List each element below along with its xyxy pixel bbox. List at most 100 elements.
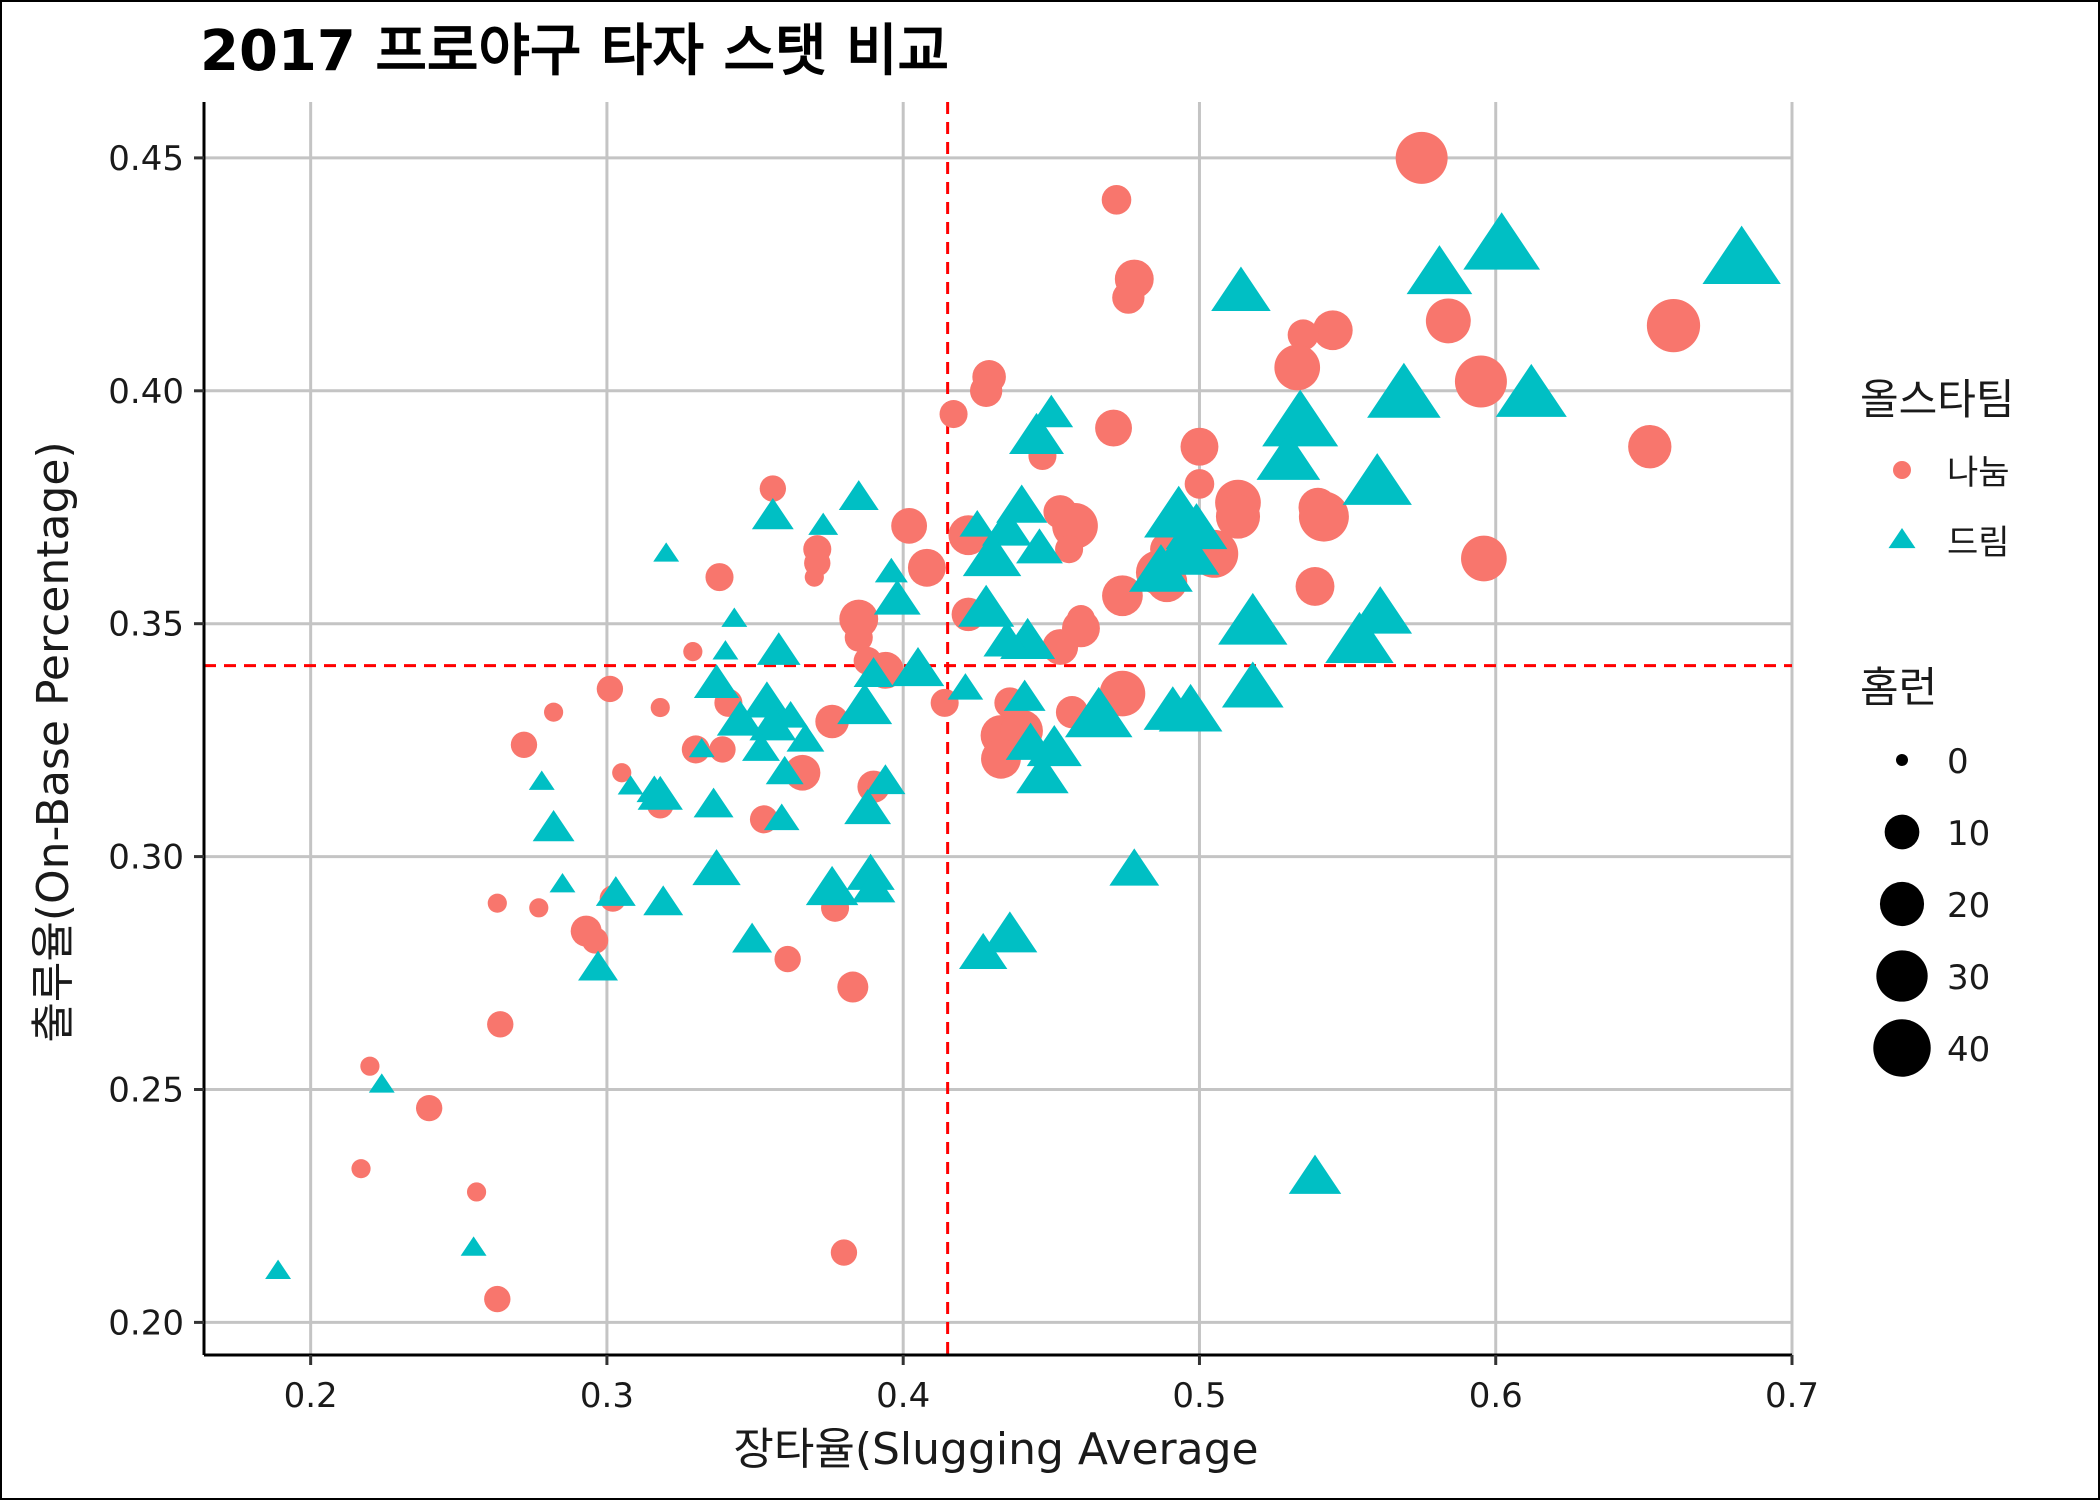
y-tick-label: 0.45 [108,139,184,179]
data-point-triangle [549,873,576,893]
data-point-triangle [846,853,895,890]
data-point-circle [705,563,734,592]
data-point-triangle [1016,754,1069,794]
data-point-circle [1112,281,1145,314]
data-point-circle [1461,535,1507,582]
data-point-circle [1295,566,1335,606]
data-point-circle [360,1056,380,1076]
data-point-triangle [637,775,683,810]
data-point-circle [1215,494,1261,539]
data-point-triangle [1016,528,1063,564]
data-point-triangle [982,911,1038,953]
data-point-triangle [1149,523,1220,575]
data-point-circle [487,893,507,913]
y-tick-label: 0.20 [108,1303,184,1343]
data-points [265,131,1781,1313]
size-legend-label: 40 [1947,1030,1990,1070]
data-point-triangle [844,789,892,825]
data-point-triangle [1026,725,1082,767]
reference-lines [204,102,1792,1355]
data-point-triangle [958,584,1015,627]
data-point-circle [1101,185,1132,215]
data-point-circle [544,702,564,722]
data-point-circle [529,898,549,918]
data-point-circle [1180,427,1219,466]
data-point-triangle [947,673,984,700]
data-point-triangle [983,621,1031,657]
size-legend-label: 20 [1947,886,1990,926]
data-point-triangle [1218,592,1288,645]
data-point-circle [596,675,624,703]
data-point-triangle [1367,362,1441,418]
data-point-triangle [751,497,794,530]
data-point-circle [1454,355,1507,408]
data-point-circle [1312,310,1353,351]
color-legend-label: 나눔 [1947,453,2010,493]
data-point-triangle [712,640,739,660]
data-point-circle [484,1285,511,1313]
data-point-circle [1628,425,1672,469]
legend-key-triangle [1888,528,1916,549]
y-axis-title: 출루율(On-Base Percentage) [28,441,79,1042]
data-point-triangle [1406,245,1473,295]
data-point-triangle [1325,611,1394,664]
data-point-triangle [460,1236,487,1256]
size-legend-label: 0 [1947,742,1969,782]
data-point-triangle [742,681,792,718]
data-point-triangle [749,705,797,741]
data-point-circle [1425,298,1471,344]
data-point-circle [844,623,873,652]
data-point-circle [351,1159,371,1179]
chart-title: 2017 프로야구 타자 스탯 비교 [200,19,949,84]
data-point-triangle [643,885,684,916]
data-point-circle [487,1011,514,1038]
x-tick-label: 0.7 [1765,1376,1819,1416]
data-point-circle [612,763,632,783]
data-point-triangle [805,865,859,906]
data-point-triangle [742,732,780,761]
data-point-circle [804,567,824,587]
data-point-triangle [653,542,680,562]
data-point-triangle [732,922,773,953]
data-point-triangle [532,810,575,842]
data-point-triangle [692,849,741,886]
legend-size-key [1879,881,1925,927]
data-point-triangle [1463,212,1541,270]
data-point-circle [969,374,1003,407]
data-point-circle [683,642,703,662]
data-point-triangle [851,869,896,903]
data-point-circle [939,400,968,429]
x-tick-label: 0.4 [876,1376,930,1416]
data-point-circle [709,736,736,763]
data-point-triangle [1262,389,1339,447]
data-point-triangle [838,480,879,511]
data-point-circle [1298,491,1349,542]
data-point-triangle [716,700,764,736]
x-tick-label: 0.6 [1469,1376,1523,1416]
data-point-circle [1287,319,1319,351]
data-point-circle [837,971,869,1003]
data-point-circle [1274,344,1321,391]
data-point-triangle [368,1073,395,1093]
data-point-triangle [874,557,908,583]
data-point-triangle [693,787,734,818]
data-point-triangle [756,632,801,665]
data-point-triangle [578,950,619,981]
data-point-circle [907,548,946,587]
size-legend-title: 홈런 [1860,663,1937,712]
data-point-triangle [853,657,894,688]
legend-size-key [1896,754,1908,766]
data-point-triangle [528,770,555,790]
x-tick-label: 0.5 [1172,1376,1226,1416]
data-point-circle [510,731,538,758]
data-point-circle [415,1094,443,1122]
data-point-triangle [1158,683,1223,732]
data-point-triangle [837,683,893,725]
y-tick-label: 0.30 [108,838,184,878]
data-point-triangle [688,737,715,758]
x-tick-label: 0.2 [284,1376,338,1416]
data-point-circle [1184,469,1215,499]
data-point-circle [759,475,787,502]
